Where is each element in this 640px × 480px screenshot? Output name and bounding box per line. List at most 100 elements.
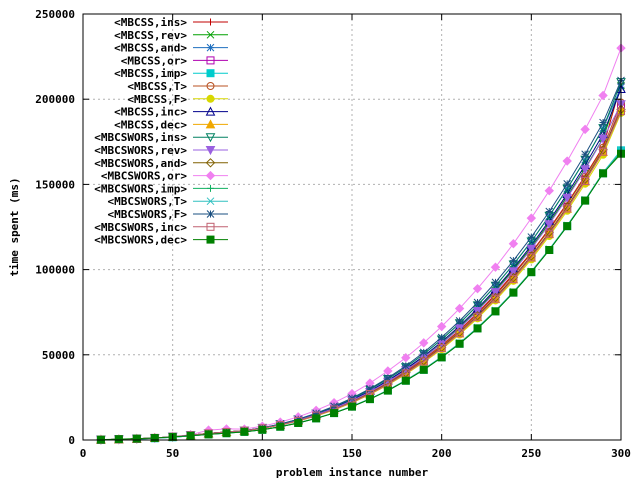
legend-entry: <MBCSS,ins> bbox=[114, 16, 228, 29]
data-point bbox=[401, 352, 411, 363]
legend-label: <MBCSWORS,imp> bbox=[94, 182, 187, 195]
data-point bbox=[419, 348, 428, 357]
data-point bbox=[599, 169, 608, 178]
legend-entry: <MBCSS,imp> bbox=[114, 67, 228, 80]
data-point bbox=[527, 268, 536, 277]
data-point bbox=[455, 339, 464, 348]
y-tick-label: 50000 bbox=[42, 349, 75, 362]
legend-entry: <MBCSWORS,imp> bbox=[94, 182, 228, 195]
legend-label: <MBCSWORS,ins> bbox=[94, 131, 187, 144]
data-point bbox=[401, 362, 410, 370]
legend-label: <MBCSS,or> bbox=[121, 54, 188, 67]
legend-marker bbox=[205, 158, 216, 168]
x-tick-label: 250 bbox=[521, 447, 541, 460]
legend-label: <MBCSWORS,dec> bbox=[94, 234, 187, 247]
legend-marker bbox=[205, 133, 216, 143]
y-tick-label: 250000 bbox=[35, 8, 75, 21]
data-point bbox=[222, 429, 231, 438]
legend-entry: <MBCSS,and> bbox=[114, 42, 228, 55]
data-point bbox=[436, 321, 447, 332]
data-point bbox=[490, 288, 501, 298]
data-point bbox=[544, 227, 554, 237]
data-point bbox=[581, 176, 590, 185]
data-point bbox=[455, 329, 464, 338]
data-point bbox=[580, 165, 590, 175]
data-point bbox=[563, 180, 572, 188]
legend-marker bbox=[206, 43, 215, 52]
x-tick-label: 50 bbox=[166, 447, 179, 460]
legend-label: <MBCSS,rev> bbox=[114, 29, 187, 42]
legend-entry: <MBCSWORS,or> bbox=[101, 170, 228, 183]
legend-marker bbox=[207, 184, 214, 192]
legend-marker bbox=[206, 235, 215, 244]
data-point bbox=[312, 414, 321, 423]
data-point bbox=[544, 220, 555, 230]
legend-entry: <MBCSWORS,inc> bbox=[94, 221, 228, 234]
x-tick-label: 300 bbox=[611, 447, 631, 460]
legend: <MBCSS,ins><MBCSS,rev><MBCSS,and><MBCSS,… bbox=[94, 16, 228, 247]
legend-label: <MBCSS,imp> bbox=[114, 67, 187, 80]
legend-entry: <MBCSWORS,rev> bbox=[94, 144, 228, 157]
data-point bbox=[437, 343, 446, 352]
data-point bbox=[366, 384, 374, 393]
legend-marker bbox=[205, 146, 216, 156]
data-point bbox=[348, 394, 356, 402]
data-point bbox=[509, 288, 518, 297]
data-point bbox=[508, 267, 519, 277]
legend-entry: <MBCSS,inc> bbox=[114, 106, 228, 119]
y-axis-title: time spent (ms) bbox=[8, 177, 21, 276]
legend-entry: <MBCSWORS,and> bbox=[94, 157, 228, 170]
data-point bbox=[348, 402, 356, 411]
data-point bbox=[526, 213, 537, 223]
data-point bbox=[491, 278, 500, 287]
data-point bbox=[491, 294, 500, 303]
data-point bbox=[562, 156, 572, 166]
legend-label: <MBCSWORS,F> bbox=[108, 208, 188, 221]
data-point bbox=[509, 256, 518, 265]
axes: 0 50 100 150 200 250 300 0 50000 100000 150000 2000… bbox=[35, 8, 631, 460]
legend-label: <MBCSWORS,rev> bbox=[94, 144, 187, 157]
data-point bbox=[401, 376, 410, 385]
legend-marker bbox=[206, 82, 215, 90]
legend-entry: <MBCSS,dec> bbox=[114, 118, 228, 131]
data-point bbox=[599, 147, 608, 156]
series-layer bbox=[96, 43, 626, 445]
y-tick-label: 150000 bbox=[35, 178, 75, 191]
legend-label: <MBCSWORS,inc> bbox=[94, 221, 187, 234]
data-point bbox=[545, 246, 554, 255]
legend-marker bbox=[205, 106, 216, 116]
grid bbox=[83, 14, 621, 440]
data-point bbox=[419, 357, 428, 366]
data-point bbox=[598, 90, 608, 101]
legend-label: <MBCSWORS,T> bbox=[108, 195, 188, 208]
x-tick-label: 200 bbox=[432, 447, 452, 460]
legend-entry: <MBCSWORS,F> bbox=[108, 208, 228, 221]
y-tick-label: 0 bbox=[68, 434, 75, 447]
legend-entry: <MBCSWORS,dec> bbox=[94, 234, 228, 247]
legend-marker bbox=[206, 69, 215, 78]
legend-entry: <MBCSS,T> bbox=[127, 80, 228, 93]
legend-label: <MBCSS,F> bbox=[127, 93, 187, 106]
data-point bbox=[258, 425, 267, 434]
legend-marker bbox=[206, 210, 215, 218]
data-point bbox=[563, 222, 572, 231]
data-point bbox=[419, 338, 429, 348]
legend-label: <MBCSWORS,and> bbox=[94, 157, 187, 170]
legend-marker bbox=[207, 18, 214, 26]
data-point bbox=[276, 422, 285, 431]
legend-marker bbox=[206, 222, 215, 231]
legend-label: <MBCSS,inc> bbox=[114, 106, 187, 119]
data-point bbox=[114, 435, 123, 444]
data-point bbox=[544, 185, 554, 196]
legend-entry: <MBCSWORS,T> bbox=[108, 195, 228, 208]
x-tick-label: 0 bbox=[80, 447, 87, 460]
legend-label: <MBCSWORS,or> bbox=[101, 170, 187, 183]
legend-entry: <MBCSS,or> bbox=[121, 54, 228, 67]
legend-label: <MBCSS,and> bbox=[114, 42, 187, 55]
data-point bbox=[545, 207, 554, 216]
legend-label: <MBCSS,T> bbox=[127, 80, 187, 93]
series-18 bbox=[96, 149, 625, 444]
data-point bbox=[312, 409, 320, 418]
data-point bbox=[545, 229, 554, 238]
legend-entry: <MBCSWORS,ins> bbox=[94, 131, 228, 144]
